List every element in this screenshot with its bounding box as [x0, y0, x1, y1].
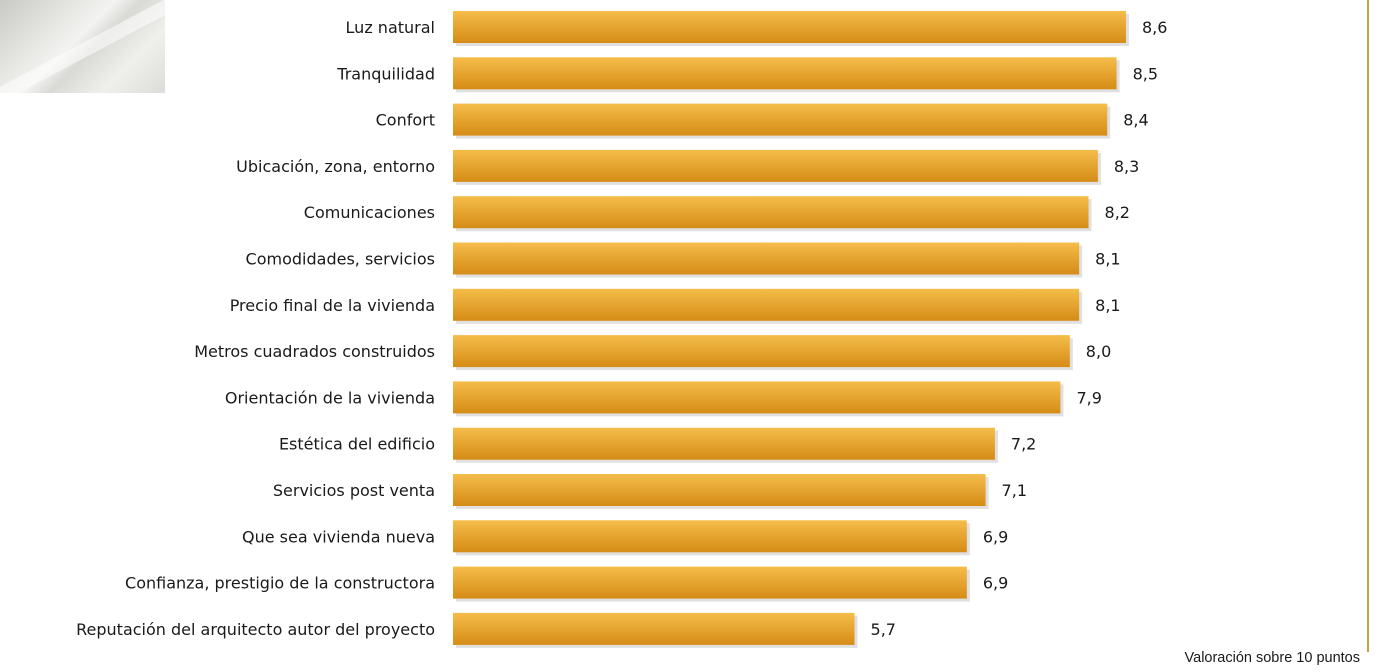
value-label: 7,1 [1002, 481, 1027, 500]
bar [453, 242, 1080, 275]
bar [453, 520, 967, 553]
category-label: Metros cuadrados construidos [194, 342, 435, 361]
bar [453, 474, 986, 506]
bar [453, 103, 1108, 136]
value-label: 6,9 [983, 527, 1008, 546]
bar [453, 381, 1061, 414]
category-label: Estética del edificio [279, 435, 435, 454]
value-label: 6,9 [983, 574, 1008, 593]
value-label: 8,4 [1123, 111, 1148, 130]
bar [453, 149, 1098, 182]
bar [453, 335, 1070, 368]
category-label: Precio final de la vivienda [230, 296, 435, 315]
value-label: 8,2 [1105, 203, 1130, 222]
value-label: 8,1 [1095, 296, 1120, 315]
value-label: 8,1 [1095, 250, 1120, 269]
category-label: Tranquilidad [336, 64, 435, 83]
category-label: Ubicación, zona, entorno [236, 157, 435, 176]
decorative-photo [0, 0, 165, 93]
bar [453, 427, 995, 460]
value-label: 5,7 [871, 620, 896, 639]
value-label: 8,6 [1142, 18, 1167, 37]
category-label: Servicios post venta [273, 481, 435, 500]
category-label: Orientación de la vivienda [225, 388, 435, 407]
category-label: Confianza, prestigio de la constructora [125, 574, 435, 593]
bar [453, 196, 1089, 229]
value-label: 8,0 [1086, 342, 1111, 361]
category-label: Luz natural [346, 18, 435, 37]
bar [453, 288, 1080, 321]
category-label: Confort [376, 111, 435, 130]
category-label: Que sea vivienda nueva [242, 527, 435, 546]
value-label: 8,3 [1114, 157, 1139, 176]
bar [453, 566, 967, 599]
value-label: 8,5 [1133, 64, 1158, 83]
value-label: 7,9 [1076, 388, 1101, 407]
bar [453, 612, 855, 645]
value-scale-note: Valoración sobre 10 puntos [1184, 650, 1360, 666]
bar [453, 11, 1126, 43]
category-label: Comunicaciones [304, 203, 435, 222]
bar [453, 57, 1117, 90]
value-label: 7,2 [1011, 435, 1036, 454]
frame-border [1367, 0, 1369, 652]
category-label: Comodidades, servicios [246, 250, 435, 269]
category-label: Reputación del arquitecto autor del proy… [76, 620, 435, 639]
